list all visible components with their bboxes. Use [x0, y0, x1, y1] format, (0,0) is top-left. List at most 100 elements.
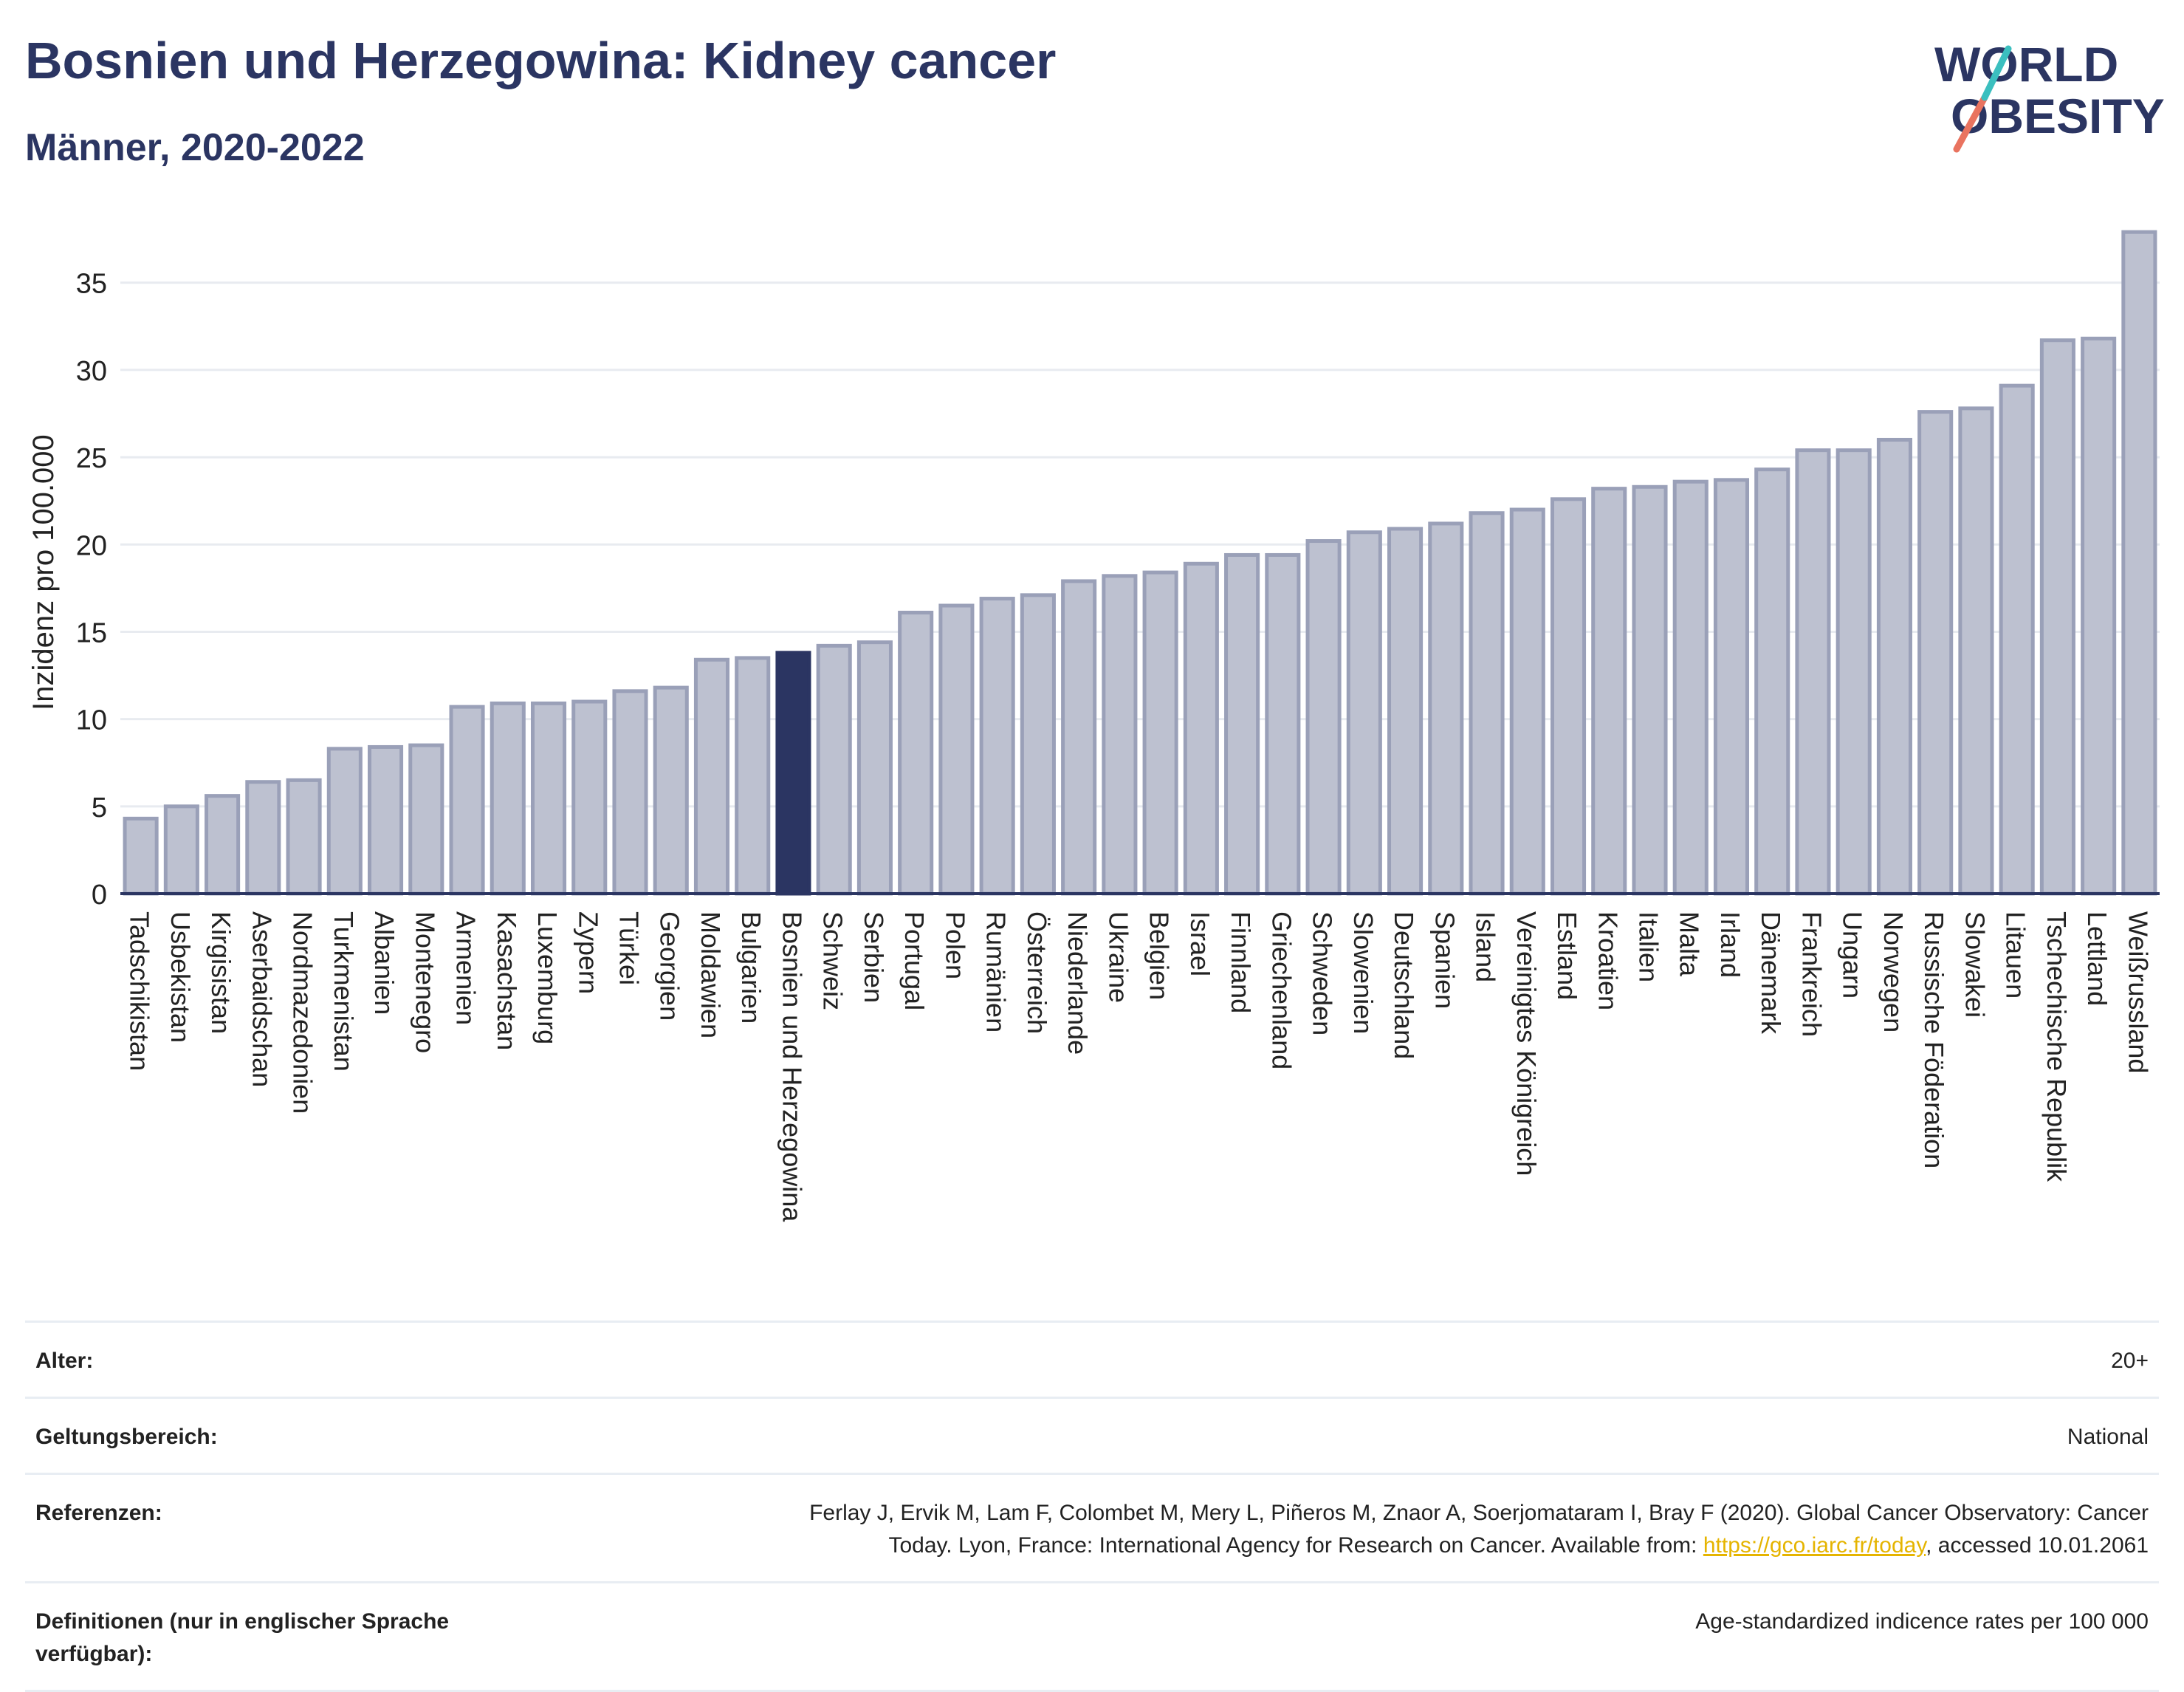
x-tick-label: Slowenien [1348, 911, 1378, 1034]
x-tick-labels: Tadschikistan Usbekistan Kirgisistan Aserba… [125, 911, 2154, 1222]
bar [530, 701, 567, 896]
bar [856, 640, 893, 896]
bar [1591, 487, 1627, 896]
y-tick-label: 10 [76, 705, 107, 736]
bar [1509, 507, 1545, 896]
x-tick-label: Georgien [655, 911, 685, 1021]
x-tick-label: Malta [1675, 911, 1705, 977]
bar [490, 701, 526, 896]
x-tick-label: Russische Föderation [1919, 911, 1949, 1168]
meta-row-definitions: Definitionen (nur in englischer Sprache … [25, 1583, 2159, 1692]
bar [1020, 593, 1056, 896]
y-tick-label: 30 [76, 356, 107, 387]
bar [2081, 336, 2117, 896]
logo-word-1: WORLD [1934, 37, 2118, 92]
x-tick-label: Irland [1715, 911, 1745, 978]
bar [1876, 437, 1912, 896]
bar [1672, 479, 1709, 896]
bar [1713, 478, 1750, 896]
meta-value-definitions: Age-standardized indicence rates per 100… [1695, 1609, 2149, 1634]
y-tick-labels: 0 5 10 15 20 25 30 35 [76, 269, 107, 911]
x-tick-label: Dänemark [1756, 911, 1786, 1035]
bar [571, 699, 608, 896]
x-tick-label: Bosnien und Herzegowina [777, 911, 807, 1222]
world-obesity-logo: WORLD OBESITY [1934, 37, 2165, 153]
x-tick-label: Luxemburg [532, 911, 563, 1044]
y-tick-label: 25 [76, 443, 107, 474]
bar [2121, 230, 2157, 896]
meta-label-definitions-line-1: Definitionen (nur in englischer Sprache [35, 1609, 450, 1634]
x-tick-label: Weißrussland [2123, 911, 2153, 1073]
bar [1999, 383, 2035, 896]
meta-row-age: Alter: 20+ [25, 1323, 2159, 1399]
x-tick-label: Kirgisistan [206, 911, 236, 1034]
bar [1550, 497, 1587, 896]
metadata-table: Alter: 20+ Geltungsbereich: National Ref… [25, 1321, 2159, 1692]
bar [1224, 552, 1260, 896]
x-tick-label: Tadschikistan [125, 911, 155, 1071]
x-tick-label: Frankreich [1796, 911, 1827, 1037]
x-tick-label: Lettland [2082, 911, 2112, 1006]
x-tick-label: Serbien [859, 911, 889, 1003]
bar [1265, 552, 1301, 896]
bar [163, 804, 199, 896]
x-tick-label: Ungarn [1838, 911, 1868, 999]
x-tick-label: Israel [1185, 911, 1215, 976]
x-tick-label: Niederlande [1062, 911, 1093, 1055]
bar [368, 744, 404, 896]
x-tick-label: Slowakei [1960, 911, 1990, 1018]
y-tick-label: 5 [92, 792, 107, 823]
x-tick-label: Portugal [899, 911, 930, 1010]
reference-link[interactable]: https://gco.iarc.fr/today [1703, 1533, 1926, 1558]
bar [326, 747, 363, 896]
x-tick-label: Belgien [1144, 911, 1175, 1000]
bar [1387, 527, 1424, 896]
y-tick-label: 0 [92, 880, 107, 911]
bar [1428, 521, 1464, 896]
x-tick-label: Ukraine [1103, 911, 1133, 1003]
x-tick-label: Schweden [1308, 911, 1338, 1035]
logo-slash-coral [1953, 94, 1988, 153]
bar [1958, 406, 1994, 896]
bar [1917, 410, 1954, 896]
bar [205, 794, 241, 896]
bar [1346, 530, 1382, 896]
meta-value-age: 20+ [2111, 1349, 2149, 1373]
x-tick-label: Rumänien [981, 911, 1012, 1032]
reference-line-1: Ferlay J, Ervik M, Lam F, Colombet M, Me… [809, 1501, 2149, 1525]
x-tick-label: Nordmazedonien [288, 911, 318, 1114]
x-tick-label: Moldawien [696, 911, 726, 1038]
x-tick-label: Armenien [451, 911, 481, 1025]
bar [245, 780, 281, 896]
x-tick-label: Österreich [1022, 911, 1052, 1034]
meta-label-definitions-line-2: verfügbar): [35, 1642, 153, 1666]
bar [693, 657, 730, 896]
meta-label-scope: Geltungsbereich: [35, 1425, 218, 1449]
x-tick-label: Norwegen [1878, 911, 1909, 1032]
reference-accessed: , accessed 10.01.2061 [1926, 1533, 2149, 1558]
meta-row-scope: Geltungsbereich: National [25, 1399, 2159, 1475]
x-tick-label: Kasachstan [492, 911, 522, 1050]
bar [979, 597, 1015, 896]
x-tick-label: Montenegro [410, 911, 440, 1053]
x-tick-label: Griechenland [1266, 911, 1297, 1069]
x-tick-label: Kroatien [1593, 911, 1623, 1010]
meta-value-references: Ferlay J, Ervik M, Lam F, Colombet M, Me… [598, 1497, 2149, 1562]
bars [123, 230, 2157, 896]
x-tick-label: Zypern [573, 911, 603, 994]
bar [735, 656, 771, 896]
bar [816, 643, 852, 896]
bar [1632, 484, 1668, 896]
x-tick-label: Estland [1552, 911, 1582, 1000]
x-tick-label: Bulgarien [736, 911, 766, 1024]
bar [938, 603, 975, 896]
x-tick-label: Usbekistan [165, 911, 196, 1043]
bar [612, 689, 648, 896]
x-tick-label: Polen [940, 911, 970, 979]
x-tick-label: Türkei [614, 911, 645, 985]
bar [286, 778, 322, 896]
x-tick-label: Albanien [369, 911, 399, 1015]
meta-row-references: Referenzen: Ferlay J, Ervik M, Lam F, Co… [25, 1475, 2159, 1583]
x-tick-label: Italien [1634, 911, 1664, 982]
bar [1142, 570, 1178, 896]
